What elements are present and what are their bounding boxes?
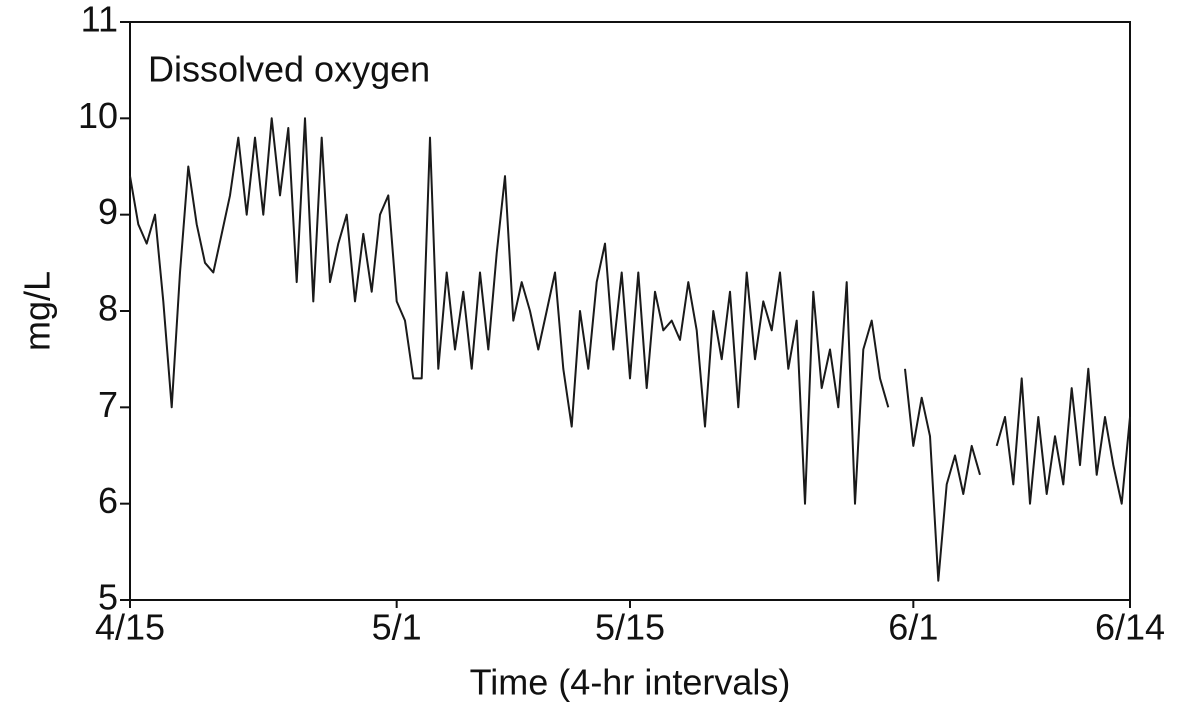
- y-tick-label: 7: [98, 384, 118, 425]
- x-tick-label: 5/15: [595, 607, 665, 648]
- y-tick-label: 10: [78, 95, 118, 136]
- y-tick-label: 11: [81, 0, 118, 40]
- chart-title: Dissolved oxygen: [148, 49, 430, 90]
- data-line: [129, 117, 1131, 582]
- y-tick-label: 6: [98, 480, 118, 521]
- y-tick-label: 9: [98, 191, 118, 232]
- x-tick-label: 6/14: [1095, 607, 1165, 648]
- y-tick-label: 8: [98, 288, 118, 329]
- y-tick-label: 5: [98, 577, 118, 618]
- x-tick-label: 5/1: [372, 607, 422, 648]
- x-axis-label: Time (4-hr intervals): [470, 662, 791, 703]
- y-axis-label: mg/L: [17, 271, 58, 351]
- x-tick-label: 6/1: [888, 607, 938, 648]
- x-tick-label: 4/15: [95, 607, 165, 648]
- plot-frame: [129, 21, 1131, 601]
